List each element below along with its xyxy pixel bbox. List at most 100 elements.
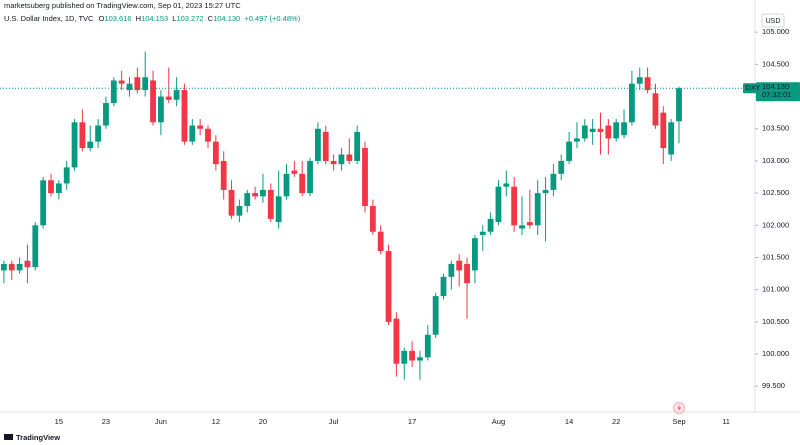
symbol-box	[743, 83, 763, 94]
candle-body	[307, 160, 313, 194]
symbol-label: DXY	[746, 85, 761, 92]
legend: U.S. Dollar Index, 1D, TVC O103.616 H104…	[4, 14, 301, 23]
candle-body	[40, 180, 47, 226]
candle-body	[283, 173, 290, 197]
candle-body	[228, 189, 235, 216]
currency-box[interactable]	[761, 13, 785, 28]
candle-body	[424, 334, 431, 358]
candle-body	[79, 122, 86, 149]
x-tick-label: 17	[408, 417, 416, 426]
candle-body	[142, 77, 149, 91]
candle-body	[220, 160, 227, 190]
candle-body	[197, 125, 204, 129]
ohlc-value: 103.616	[104, 14, 131, 23]
y-tick-label: 100.000	[762, 349, 789, 358]
last-price-label: 104.130	[762, 82, 789, 91]
candle-body	[495, 186, 502, 223]
candle-body	[581, 125, 588, 139]
candle-body	[150, 80, 156, 123]
countdown-label: 07:32:01	[762, 90, 791, 99]
candle-body	[8, 263, 15, 271]
candle-body	[291, 170, 298, 174]
candle-body	[566, 141, 572, 161]
published-note: marketsuberg published on TradingView.co…	[4, 1, 241, 10]
y-tick-label: 102.000	[762, 220, 789, 229]
candle-body	[464, 263, 470, 284]
last-price-box	[756, 82, 800, 102]
candle-body	[676, 88, 682, 122]
candle-body	[479, 231, 486, 235]
candle-body	[87, 141, 94, 149]
y-tick-label: 99.500	[762, 381, 785, 390]
candle-body	[315, 128, 321, 161]
ohlc-key: O	[99, 14, 105, 23]
candle-body	[668, 122, 675, 155]
candle-body	[134, 77, 141, 91]
candle-body	[16, 263, 23, 271]
axes: 99.500 100.000 100.500 101.000 101.500 102.00…	[55, 27, 800, 426]
candle-body	[55, 183, 62, 194]
candle-body	[448, 263, 455, 277]
y-tick-label: 103.500	[762, 124, 789, 133]
candle-body	[401, 350, 408, 364]
candle-body	[487, 218, 494, 232]
candle-body	[377, 231, 384, 252]
candle-body	[534, 193, 541, 226]
candle-body	[574, 138, 580, 142]
ohlc-key: L	[172, 14, 176, 23]
candle-body	[432, 296, 439, 335]
candle-body	[621, 122, 627, 136]
candle-body	[417, 357, 423, 361]
candle-body	[71, 122, 78, 168]
candle-body	[409, 350, 415, 361]
ohlc-value: 104.130	[213, 14, 240, 23]
candle-body	[456, 260, 463, 271]
candle-body	[299, 173, 306, 194]
x-tick-label: Aug	[492, 417, 505, 426]
candle-body	[212, 141, 219, 165]
candle-body	[644, 77, 651, 91]
candle-body	[519, 225, 525, 229]
candle-body	[181, 90, 188, 142]
x-tick-label: 15	[55, 417, 63, 426]
candle-body	[558, 160, 565, 174]
event-icon[interactable]	[673, 402, 685, 414]
candle-body	[597, 128, 604, 132]
candle-body	[346, 154, 353, 161]
candle-body	[605, 125, 612, 139]
candle-body	[542, 189, 549, 194]
candle-body	[236, 206, 243, 216]
x-tick-label: 23	[102, 417, 110, 426]
candle-body	[503, 183, 510, 187]
candle-body	[613, 122, 620, 139]
candle-body	[322, 131, 329, 161]
candle-body	[24, 260, 31, 268]
x-tick-label: 20	[259, 417, 267, 426]
candle-body	[660, 112, 667, 149]
candle-body	[260, 189, 266, 197]
candle-body	[252, 193, 258, 197]
logo: TradingView	[4, 433, 60, 442]
candle-body	[472, 238, 478, 271]
ohlc-key: H	[136, 14, 141, 23]
y-tick-label: 100.500	[762, 317, 789, 326]
candle-body	[636, 77, 643, 84]
candle-body	[244, 193, 251, 206]
candle-body	[205, 128, 211, 142]
candle-body	[440, 276, 447, 297]
candle-body	[32, 225, 39, 268]
ohlc-value: 103.272	[176, 14, 203, 23]
candle-body	[369, 206, 376, 232]
candle-body	[103, 103, 109, 126]
y-tick-label: 105.000	[762, 27, 789, 36]
candle-body	[173, 90, 180, 100]
plot	[0, 51, 755, 380]
x-tick-label: 14	[565, 417, 573, 426]
candle-body	[110, 80, 117, 103]
x-tick-label: 12	[212, 417, 220, 426]
x-tick-label: Sep	[672, 417, 685, 426]
candle-body	[526, 222, 533, 226]
x-tick-label: 11	[722, 417, 730, 426]
